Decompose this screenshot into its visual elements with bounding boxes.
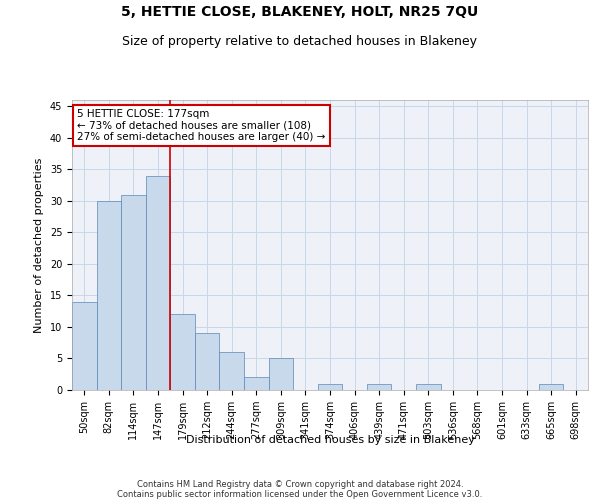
- Bar: [367, 384, 391, 390]
- Bar: [146, 176, 170, 390]
- Text: Contains HM Land Registry data © Crown copyright and database right 2024.
Contai: Contains HM Land Registry data © Crown c…: [118, 480, 482, 500]
- Text: 5, HETTIE CLOSE, BLAKENEY, HOLT, NR25 7QU: 5, HETTIE CLOSE, BLAKENEY, HOLT, NR25 7Q…: [121, 5, 479, 19]
- Bar: [195, 334, 220, 390]
- Bar: [318, 384, 342, 390]
- Text: Size of property relative to detached houses in Blakeney: Size of property relative to detached ho…: [122, 35, 478, 48]
- Bar: [121, 194, 146, 390]
- Bar: [170, 314, 195, 390]
- Bar: [269, 358, 293, 390]
- Text: Distribution of detached houses by size in Blakeney: Distribution of detached houses by size …: [185, 435, 475, 445]
- Text: 5 HETTIE CLOSE: 177sqm
← 73% of detached houses are smaller (108)
27% of semi-de: 5 HETTIE CLOSE: 177sqm ← 73% of detached…: [77, 108, 326, 142]
- Bar: [416, 384, 440, 390]
- Bar: [220, 352, 244, 390]
- Bar: [72, 302, 97, 390]
- Bar: [539, 384, 563, 390]
- Bar: [97, 201, 121, 390]
- Y-axis label: Number of detached properties: Number of detached properties: [34, 158, 44, 332]
- Bar: [244, 378, 269, 390]
